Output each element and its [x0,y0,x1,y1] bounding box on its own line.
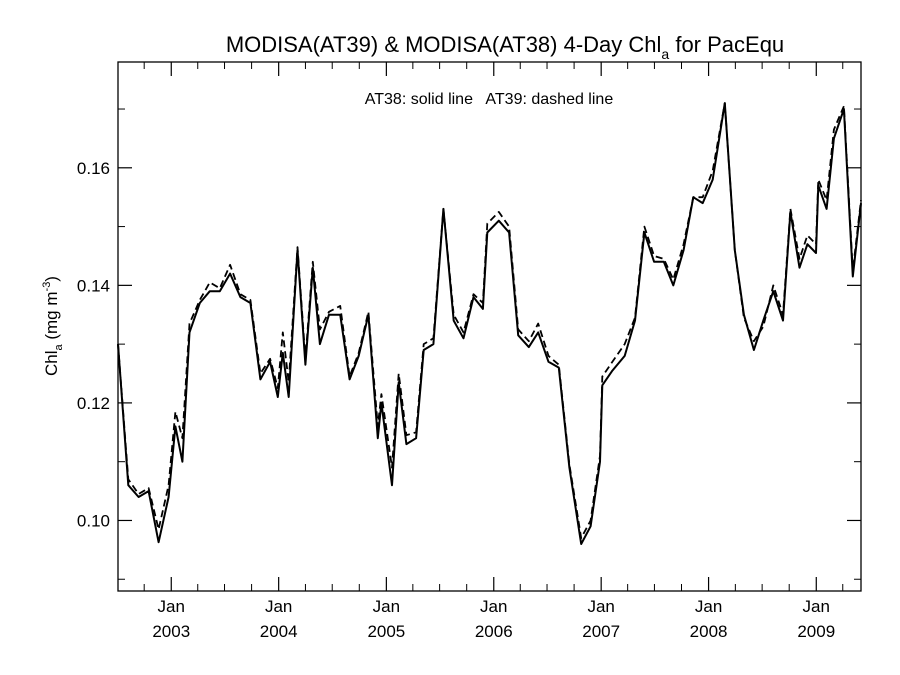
x-tick-year: 2005 [367,622,405,641]
chart-title: MODISA(AT39) & MODISA(AT38) 4-Day Chla f… [226,32,784,62]
x-tick-month: Jan [480,597,507,616]
axis-ticks: 0.10 0.12 0.14 0.16 Jan 2003 Jan 2004 Jan 2005 Jan… [77,62,861,641]
x-tick-year: 2009 [797,622,835,641]
y-tick-label: 0.12 [77,394,110,413]
series-group [117,102,862,545]
x-tick-month: Jan [587,597,614,616]
x-tick-year: 2004 [260,622,298,641]
series-line-at38 [117,102,862,545]
x-tick-month: Jan [158,597,185,616]
chart-title-group: MODISA(AT39) & MODISA(AT38) 4-Day Chla f… [226,32,784,62]
plot-frame [117,61,862,592]
y-tick-label: 0.14 [77,276,110,295]
x-tick-month: Jan [803,597,830,616]
legend-annotation: AT38: solid line AT39: dashed line [365,91,614,108]
x-tick-month: Jan [373,597,400,616]
series-line-at39 [117,102,862,539]
y-tick-label: 0.16 [77,159,110,178]
y-axis-label: Chla (mg m-3) [41,276,65,376]
x-tick-year: 2006 [475,622,513,641]
y-tick-label: 0.10 [77,511,110,530]
x-tick-year: 2008 [690,622,728,641]
x-tick-year: 2003 [152,622,190,641]
x-tick-month: Jan [265,597,292,616]
x-tick-year: 2007 [582,622,620,641]
x-tick-month: Jan [695,597,722,616]
